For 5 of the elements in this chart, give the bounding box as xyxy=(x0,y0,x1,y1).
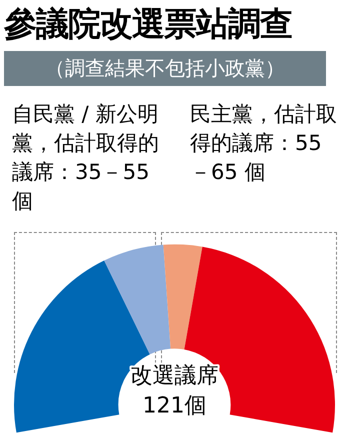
chart-subtitle: （調查結果不包括小政黨） xyxy=(4,51,326,86)
text: 民主黨，估計取得的議席：55－65 個 xyxy=(190,101,338,186)
chart-title: 參議院改選票站調查 xyxy=(4,3,292,45)
text: 改選議席 121個 xyxy=(130,364,218,419)
text: 自民黨 / 新公明黨，估計取得的議席：35－55 個 xyxy=(12,101,160,215)
